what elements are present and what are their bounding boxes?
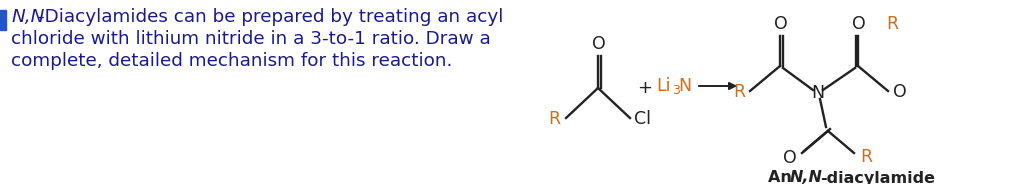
Text: O: O: [852, 15, 866, 33]
Text: 3: 3: [672, 84, 680, 96]
Text: R: R: [733, 83, 745, 101]
Text: R: R: [860, 148, 872, 166]
Text: An: An: [768, 171, 798, 184]
Text: O: O: [783, 149, 797, 167]
Text: +: +: [638, 79, 652, 97]
Text: O: O: [592, 35, 606, 53]
Text: chloride with lithium nitride in a 3-to-1 ratio. Draw a: chloride with lithium nitride in a 3-to-…: [11, 30, 490, 48]
Bar: [0, 10, 6, 30]
Text: O: O: [774, 15, 787, 33]
Text: N: N: [678, 77, 691, 95]
Text: R: R: [886, 15, 898, 33]
Text: O: O: [893, 83, 906, 101]
Text: -Diacylamides can be prepared by treating an acyl: -Diacylamides can be prepared by treatin…: [38, 8, 504, 26]
Text: -diacylamide: -diacylamide: [820, 171, 935, 184]
Text: Li: Li: [656, 77, 671, 95]
Text: N,N: N,N: [11, 8, 44, 26]
Text: Cl: Cl: [634, 110, 651, 128]
Text: complete, detailed mechanism for this reaction.: complete, detailed mechanism for this re…: [11, 52, 453, 70]
Text: N,N: N,N: [790, 171, 823, 184]
Text: R: R: [548, 110, 560, 128]
Text: N: N: [811, 84, 824, 102]
